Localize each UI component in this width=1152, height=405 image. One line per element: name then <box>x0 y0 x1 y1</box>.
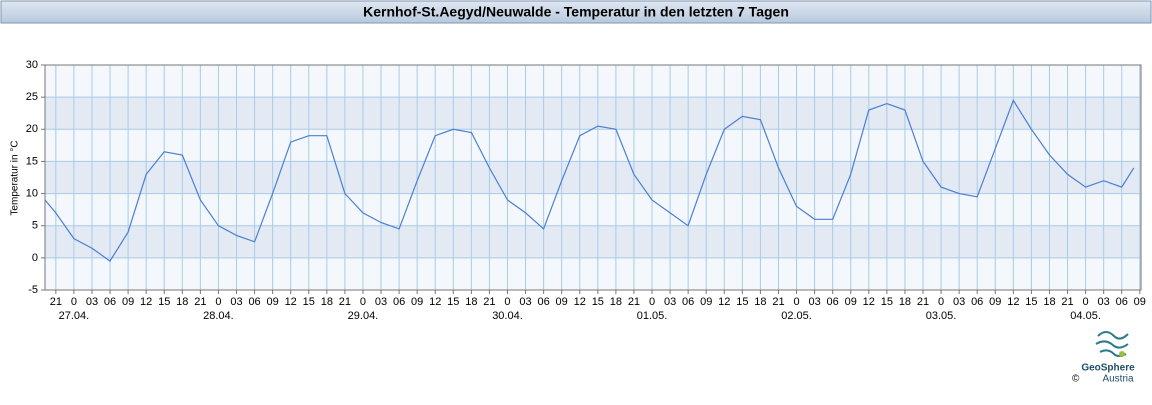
x-tick-label: 21 <box>917 296 929 308</box>
logo-name: GeoSphere <box>1081 363 1135 374</box>
x-tick-label: 09 <box>411 296 423 308</box>
x-tick-label: 12 <box>718 296 730 308</box>
x-tick-label: 12 <box>1007 296 1019 308</box>
x-tick-label: 15 <box>881 296 893 308</box>
x-tick-label: 0 <box>649 296 655 308</box>
logo-sub: Austria <box>1102 374 1134 385</box>
x-tick-label: 18 <box>465 296 477 308</box>
date-label: 03.05. <box>926 310 957 322</box>
y-tick-label: -5 <box>28 284 38 296</box>
x-tick-label: 06 <box>104 296 116 308</box>
x-tick-label: 12 <box>863 296 875 308</box>
x-tick-label: 06 <box>248 296 260 308</box>
x-tick-label: 21 <box>483 296 495 308</box>
x-tick-label: 09 <box>122 296 134 308</box>
x-tick-label: 12 <box>140 296 152 308</box>
x-tick-label: 06 <box>537 296 549 308</box>
chart-title: Kernhof-St.Aegyd/Neuwalde - Temperatur i… <box>363 4 789 20</box>
x-tick-label: 21 <box>194 296 206 308</box>
x-tick-label: 0 <box>215 296 221 308</box>
x-tick-label: 06 <box>393 296 405 308</box>
x-tick-label: 15 <box>592 296 604 308</box>
date-label: 27.04. <box>59 310 90 322</box>
grid-band <box>45 161 1141 194</box>
x-tick-label: 21 <box>1061 296 1073 308</box>
x-tick-label: 18 <box>610 296 622 308</box>
x-tick-label: 0 <box>938 296 944 308</box>
temperature-line <box>44 99 1135 262</box>
x-tick-label: 21 <box>50 296 62 308</box>
y-axis-label: Temperatur in °C <box>10 140 21 215</box>
y-tick-label: 5 <box>32 220 38 232</box>
x-tick-label: 15 <box>447 296 459 308</box>
x-tick-label: 15 <box>736 296 748 308</box>
x-tick-label: 0 <box>1083 296 1089 308</box>
date-label: 28.04. <box>203 310 234 322</box>
x-tick-label: 18 <box>754 296 766 308</box>
y-tick-label: 15 <box>26 155 38 167</box>
x-tick-label: 03 <box>519 296 531 308</box>
x-tick-label: 09 <box>267 296 279 308</box>
x-tick-label: 21 <box>772 296 784 308</box>
date-label: 29.04. <box>348 310 379 322</box>
x-tick-label: 18 <box>1043 296 1055 308</box>
x-tick-label: 09 <box>700 296 712 308</box>
copyright: © <box>1072 374 1080 385</box>
grid-band <box>45 97 1141 130</box>
x-tick-label: 09 <box>989 296 1001 308</box>
x-tick-label: 03 <box>664 296 676 308</box>
y-tick-label: 25 <box>26 91 38 103</box>
x-tick-label: 09 <box>556 296 568 308</box>
x-tick-label: 06 <box>827 296 839 308</box>
x-tick-label: 03 <box>808 296 820 308</box>
x-tick-label: 0 <box>360 296 366 308</box>
plot-frame <box>44 64 1142 291</box>
x-tick-label: 0 <box>504 296 510 308</box>
x-tick-label: 15 <box>1025 296 1037 308</box>
x-tick-label: 03 <box>1098 296 1110 308</box>
date-label: 01.05. <box>637 310 668 322</box>
x-tick-label: 21 <box>339 296 351 308</box>
x-tick-label: 15 <box>158 296 170 308</box>
logo-dot <box>1119 351 1125 357</box>
date-label: 02.05. <box>781 310 812 322</box>
x-tick-label: 0 <box>793 296 799 308</box>
y-tick-label: 0 <box>32 252 38 264</box>
y-tick-label: 30 <box>26 59 38 71</box>
grid-band <box>45 225 1141 258</box>
x-tick-label: 06 <box>1116 296 1128 308</box>
title-bar <box>0 0 1152 24</box>
date-label: 04.05. <box>1070 310 1101 322</box>
x-tick-label: 12 <box>429 296 441 308</box>
x-tick-label: 15 <box>303 296 315 308</box>
x-tick-label: 18 <box>899 296 911 308</box>
x-tick-label: 18 <box>176 296 188 308</box>
x-tick-label: 03 <box>230 296 242 308</box>
y-tick-label: 10 <box>26 187 38 199</box>
logo: GeoSphere Austria © <box>1072 331 1135 385</box>
x-tick-label: 06 <box>971 296 983 308</box>
x-tick-label: 12 <box>285 296 297 308</box>
x-tick-label: 09 <box>845 296 857 308</box>
x-tick-label: 21 <box>628 296 640 308</box>
x-tick-label: 0 <box>71 296 77 308</box>
y-tick-label: 20 <box>26 123 38 135</box>
x-tick-label: 09 <box>1134 296 1146 308</box>
x-tick-label: 12 <box>574 296 586 308</box>
x-tick-label: 03 <box>953 296 965 308</box>
x-tick-label: 06 <box>682 296 694 308</box>
date-label: 30.04. <box>492 310 523 322</box>
x-tick-label: 18 <box>321 296 333 308</box>
x-tick-label: 03 <box>375 296 387 308</box>
x-tick-label: 03 <box>86 296 98 308</box>
